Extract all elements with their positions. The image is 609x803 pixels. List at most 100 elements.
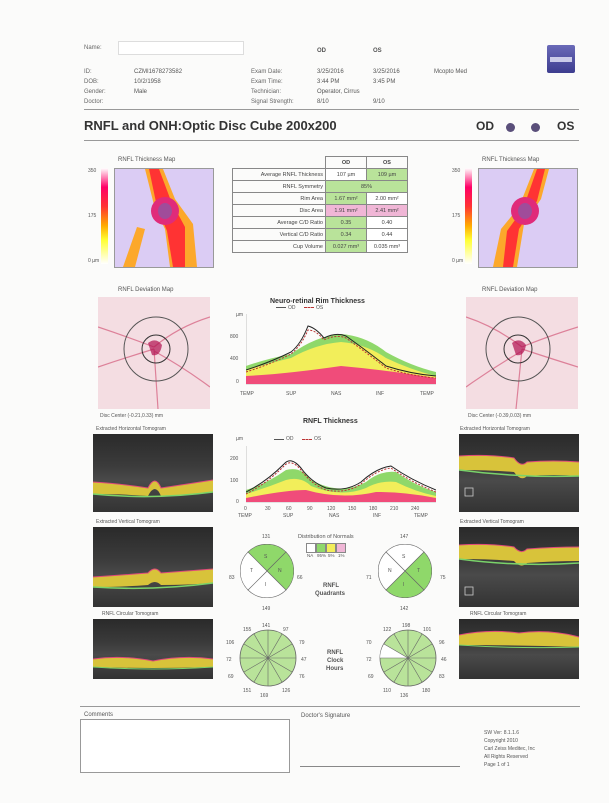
- quadrant-os-n: N: [388, 568, 392, 574]
- vertical-tomogram-od: [93, 527, 213, 607]
- scale-mid-os: 175: [452, 213, 461, 219]
- exam-date-od: 3/25/2016: [317, 69, 344, 75]
- normals-swatch-95: [316, 543, 326, 553]
- horizontal-tomogram-title-os: Extracted Horizontal Tomogram: [460, 426, 530, 432]
- circular-tomogram-od: [93, 619, 213, 679]
- metric-od: 1.67 mm²: [325, 192, 367, 205]
- rnfl-x-label: NAS: [329, 513, 340, 519]
- normals-swatch-1: [336, 543, 346, 553]
- technician-label: Technician:: [251, 89, 282, 95]
- thickness-scale-os: [465, 168, 472, 264]
- report-title: RNFL and ONH:Optic Disc Cube 200x200: [84, 118, 337, 133]
- rnfl-unit: µm: [236, 436, 244, 442]
- clock-chart-os: [378, 628, 438, 688]
- name-label: Name:: [84, 45, 102, 51]
- rnfl-x-tick: 0: [244, 506, 247, 512]
- exam-date-os: 3/25/2016: [373, 69, 400, 75]
- rnfl-x-label: TEMP: [238, 513, 252, 519]
- clock-os-bottom: 136: [400, 693, 409, 699]
- quadrant-od-bottom: 149: [262, 606, 271, 612]
- company: Carl Zeiss Meditec, Inc: [484, 746, 535, 752]
- normals-swatch-5: [326, 543, 336, 553]
- rnfl-chart: [245, 446, 437, 504]
- comments-box[interactable]: [80, 719, 290, 773]
- rnfl-x-tick: 120: [327, 506, 336, 512]
- metric-od: 0.34: [325, 228, 367, 241]
- metric-os: 0.40: [366, 216, 408, 229]
- id-value: CZMI1678273582: [134, 69, 183, 75]
- clock-od-l2: 72: [226, 657, 232, 663]
- clock-od-r2: 47: [301, 657, 307, 663]
- clock-title-3: Hours: [326, 666, 344, 672]
- rnfl-x-tick: 60: [286, 506, 292, 512]
- metrics-header-os: OS: [366, 156, 408, 169]
- clock-title-2: Clock: [327, 658, 344, 664]
- rim-x-label: NAS: [331, 391, 342, 397]
- quadrant-chart-od: S N I T: [239, 543, 295, 599]
- clock-os-bottom-right: 180: [422, 688, 431, 694]
- clock-os-r1: 96: [439, 640, 445, 646]
- quadrant-od-right: 66: [297, 575, 303, 581]
- metrics-grid: OD OS Average RNFL Thickness 107 µm 109 …: [232, 156, 408, 253]
- deviation-map-od: [98, 297, 210, 409]
- rnfl-x-tick: 210: [390, 506, 399, 512]
- metric-os: 0.44: [366, 228, 408, 241]
- clock-os-top: 198: [402, 623, 411, 629]
- horizontal-tomogram-os: [459, 434, 579, 512]
- rnfl-y-tick: 200: [230, 456, 239, 462]
- quadrant-os-right: 75: [440, 575, 446, 581]
- clock-os-top-right: 101: [423, 627, 432, 633]
- rim-x-label: SUP: [286, 391, 297, 397]
- quadrants-title-2: Quadrants: [315, 591, 346, 597]
- vertical-tomogram-os: [459, 527, 579, 607]
- rnfl-legend-os-line: [302, 439, 312, 440]
- normals-label-5: 5%: [328, 553, 335, 558]
- scale-top-os: 350: [452, 168, 461, 174]
- rim-chart-svg: [245, 314, 437, 385]
- rim-legend-os: OS: [316, 305, 324, 311]
- rnfl-y-tick: 100: [230, 478, 239, 484]
- clock-os-l2: 72: [366, 657, 372, 663]
- rnfl-x-tick: 240: [411, 506, 420, 512]
- horizontal-tomogram-title-od: Extracted Horizontal Tomogram: [96, 426, 166, 432]
- metrics-corner: [233, 157, 326, 169]
- rim-legend-od: OD: [288, 305, 296, 311]
- thickness-map-title-os: RNFL Thickness Map: [482, 157, 540, 163]
- clock-chart-od: [238, 628, 298, 688]
- title-divider: [84, 140, 579, 141]
- normals-label-na: NA: [307, 553, 314, 558]
- scale-bottom-os: 0 µm: [452, 258, 464, 264]
- quadrant-od-top: 131: [262, 534, 271, 540]
- normals-label-95: 95%: [317, 553, 327, 558]
- page-number: Page 1 of 1: [484, 762, 510, 768]
- rnfl-x-label: TEMP: [414, 513, 428, 519]
- signature-line[interactable]: [300, 766, 460, 767]
- rim-y-tick: 400: [230, 356, 239, 362]
- rim-legend-os-line: [304, 307, 314, 308]
- rim-legend-od-line: [276, 307, 286, 308]
- os-eye-icon: [531, 123, 540, 132]
- disc-center-os: Disc Center (-0.39,0.03) mm: [468, 413, 532, 419]
- comments-label: Comments: [84, 712, 114, 718]
- clock-od-top-left: 155: [243, 627, 252, 633]
- quadrants-title-1: RNFL: [323, 583, 339, 589]
- clock-od-r1: 79: [299, 640, 305, 646]
- clock-od-bottom-left: 151: [243, 688, 252, 694]
- disc-center-od: Disc Center (-0.21,0.33) mm: [100, 413, 164, 419]
- clock-os-r3: 83: [439, 674, 445, 680]
- clock-od-top: 141: [262, 623, 271, 629]
- rnfl-chart-svg: [245, 446, 437, 503]
- metrics-header-od: OD: [325, 156, 367, 169]
- thickness-map-os: [478, 168, 578, 268]
- thickness-scale-od: [101, 168, 108, 264]
- metric-label: Disc Area: [232, 204, 326, 217]
- metric-os: 109 µm: [366, 168, 408, 181]
- metric-os: 0.035 mm³: [366, 240, 408, 253]
- exam-time-od: 3:44 PM: [317, 79, 340, 85]
- metric-od: 107 µm: [325, 168, 367, 181]
- copyright: Copyright 2010: [484, 738, 518, 744]
- thickness-map-od: [114, 168, 214, 268]
- deviation-map-title-od: RNFL Deviation Map: [118, 287, 174, 293]
- exam-time-label: Exam Time:: [251, 79, 283, 85]
